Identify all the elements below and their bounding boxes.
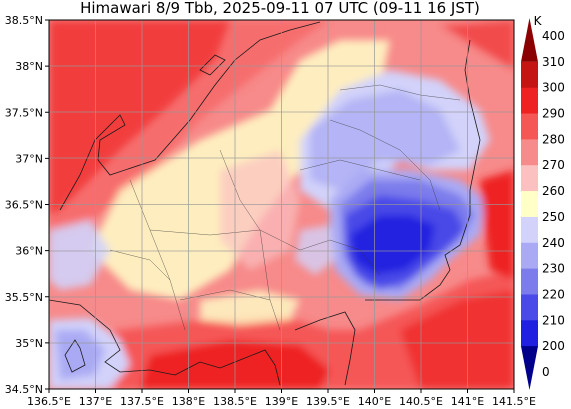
colorbar-unit: K [534, 14, 543, 28]
colorbar-segment [521, 294, 538, 321]
colorbar-level-label: 240 [542, 236, 565, 250]
colorbar-segment [521, 61, 538, 89]
lon-tick-label: 140°E [358, 395, 391, 408]
colorbar-extend-top [521, 18, 538, 62]
colorbar-segment [521, 242, 538, 270]
lon-tick-label: 138°E [172, 395, 205, 408]
colorbar-level-label: 310 [542, 55, 565, 69]
admin-borders [109, 84, 461, 331]
lat-tick-label: 36.5°N [5, 199, 43, 212]
lon-tick-label: 141°E [451, 395, 484, 408]
colorbar-extend-bottom [521, 346, 538, 390]
lon-tick-label: 137°E [79, 395, 112, 408]
coastlines [49, 21, 481, 386]
lat-tick-label: 36°N [15, 245, 43, 258]
lat-tick-label: 34.5°N [5, 383, 43, 396]
colorbar-level-label: 300 [542, 81, 565, 95]
lon-axis: 136.5°E 137°E 137.5°E 138°E 138.5°E 139°E 139.… [27, 389, 536, 408]
colorbar-level-label: 290 [542, 107, 565, 121]
lon-tick-label: 140.5°E [399, 395, 443, 408]
lat-tick-label: 35°N [15, 337, 43, 350]
colorbar-segment [521, 139, 538, 166]
lon-tick-label: 136.5°E [27, 395, 71, 408]
colorbar-segment [521, 268, 538, 295]
lat-axis: 38.5°N 38°N 37.5°N 37°N 36.5°N 36°N 35.5°N 35°N… [5, 14, 49, 396]
colorbar-segment [521, 165, 538, 192]
colorbar-segment [521, 191, 538, 218]
lat-tick-label: 35.5°N [5, 291, 43, 304]
lat-tick-label: 37.5°N [5, 106, 43, 119]
colorbar-segment [521, 216, 538, 244]
colorbar-level-label: 200 [542, 339, 565, 353]
lat-tick-label: 37°N [15, 152, 43, 165]
lon-tick-label: 141.5°E [492, 395, 536, 408]
colorbar-segment [521, 87, 538, 115]
colorbar-level-label: 0 [542, 365, 550, 379]
colorbar-level-label: 400 [542, 29, 565, 43]
colorbar-level-label: 220 [542, 287, 565, 301]
colorbar-level-label: 210 [542, 313, 565, 327]
lon-tick-label: 139.5°E [306, 395, 350, 408]
colorbar-level-label: 280 [542, 132, 565, 146]
colorbar-level-label: 250 [542, 210, 565, 224]
gridlines [49, 20, 514, 389]
colorbar-segment [521, 113, 538, 140]
plot-title: Himawari 8/9 Tbb, 2025-09-11 07 UTC (09-… [80, 0, 480, 17]
colorbar-level-label: 260 [542, 184, 565, 198]
lon-tick-label: 137.5°E [120, 395, 164, 408]
colorbar-level-label: 230 [542, 262, 565, 276]
lon-tick-label: 138.5°E [213, 395, 257, 408]
lat-tick-label: 38°N [15, 60, 43, 73]
colorbar-level-label: 270 [542, 158, 565, 172]
lon-tick-label: 139°E [265, 395, 298, 408]
tbb-map [49, 20, 514, 389]
colorbar-segment [521, 320, 538, 347]
lat-tick-label: 38.5°N [5, 14, 43, 27]
